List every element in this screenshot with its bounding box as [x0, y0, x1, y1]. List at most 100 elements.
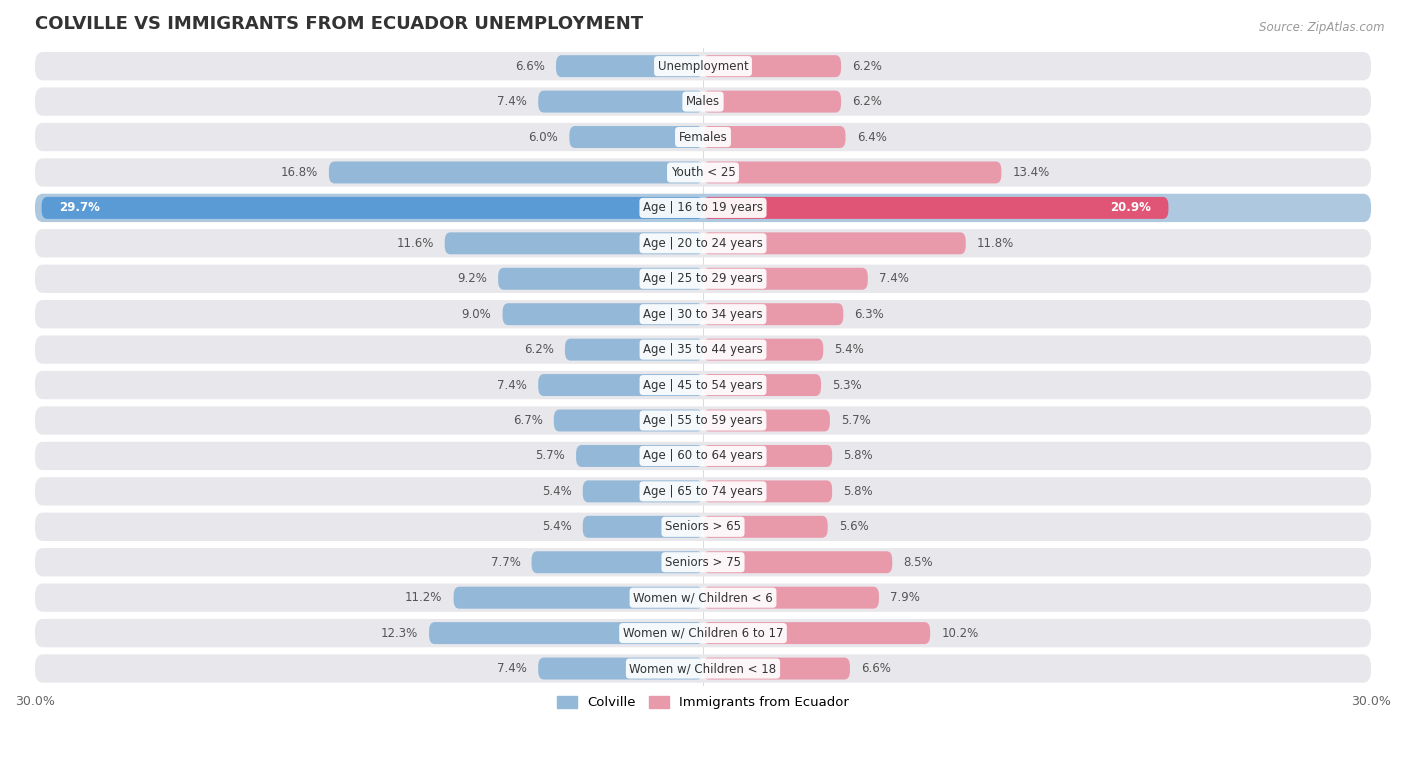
- FancyBboxPatch shape: [569, 126, 703, 148]
- Text: Age | 65 to 74 years: Age | 65 to 74 years: [643, 485, 763, 498]
- Legend: Colville, Immigrants from Ecuador: Colville, Immigrants from Ecuador: [551, 690, 855, 715]
- Text: 9.2%: 9.2%: [457, 273, 486, 285]
- Text: 5.3%: 5.3%: [832, 378, 862, 391]
- Text: 5.7%: 5.7%: [536, 450, 565, 463]
- Text: 7.9%: 7.9%: [890, 591, 920, 604]
- Text: Females: Females: [679, 130, 727, 144]
- FancyBboxPatch shape: [703, 374, 821, 396]
- FancyBboxPatch shape: [35, 442, 1371, 470]
- FancyBboxPatch shape: [538, 374, 703, 396]
- FancyBboxPatch shape: [703, 161, 1001, 183]
- FancyBboxPatch shape: [703, 551, 893, 573]
- Text: 5.6%: 5.6%: [839, 520, 869, 533]
- FancyBboxPatch shape: [554, 410, 703, 431]
- Text: 6.4%: 6.4%: [856, 130, 887, 144]
- FancyBboxPatch shape: [35, 654, 1371, 683]
- Text: Women w/ Children < 18: Women w/ Children < 18: [630, 662, 776, 675]
- FancyBboxPatch shape: [35, 584, 1371, 612]
- FancyBboxPatch shape: [576, 445, 703, 467]
- FancyBboxPatch shape: [703, 55, 841, 77]
- FancyBboxPatch shape: [703, 658, 851, 680]
- Text: 11.2%: 11.2%: [405, 591, 443, 604]
- FancyBboxPatch shape: [703, 126, 845, 148]
- Text: Males: Males: [686, 95, 720, 108]
- FancyBboxPatch shape: [531, 551, 703, 573]
- FancyBboxPatch shape: [454, 587, 703, 609]
- FancyBboxPatch shape: [703, 516, 828, 537]
- Text: Age | 30 to 34 years: Age | 30 to 34 years: [643, 307, 763, 321]
- FancyBboxPatch shape: [35, 300, 1371, 329]
- Text: Age | 35 to 44 years: Age | 35 to 44 years: [643, 343, 763, 356]
- Text: 6.3%: 6.3%: [855, 307, 884, 321]
- Text: Age | 16 to 19 years: Age | 16 to 19 years: [643, 201, 763, 214]
- FancyBboxPatch shape: [703, 410, 830, 431]
- Text: 7.4%: 7.4%: [498, 95, 527, 108]
- FancyBboxPatch shape: [35, 548, 1371, 576]
- Text: 16.8%: 16.8%: [281, 166, 318, 179]
- FancyBboxPatch shape: [35, 477, 1371, 506]
- Text: Women w/ Children 6 to 17: Women w/ Children 6 to 17: [623, 627, 783, 640]
- FancyBboxPatch shape: [35, 512, 1371, 541]
- Text: 5.4%: 5.4%: [541, 485, 572, 498]
- Text: 7.4%: 7.4%: [498, 662, 527, 675]
- Text: Age | 20 to 24 years: Age | 20 to 24 years: [643, 237, 763, 250]
- FancyBboxPatch shape: [555, 55, 703, 77]
- FancyBboxPatch shape: [502, 304, 703, 326]
- Text: Seniors > 65: Seniors > 65: [665, 520, 741, 533]
- Text: 6.2%: 6.2%: [852, 95, 882, 108]
- Text: 8.5%: 8.5%: [904, 556, 934, 569]
- Text: Youth < 25: Youth < 25: [671, 166, 735, 179]
- FancyBboxPatch shape: [703, 338, 824, 360]
- Text: 6.7%: 6.7%: [513, 414, 543, 427]
- Text: 5.7%: 5.7%: [841, 414, 870, 427]
- FancyBboxPatch shape: [703, 481, 832, 503]
- FancyBboxPatch shape: [582, 516, 703, 537]
- Text: 29.7%: 29.7%: [59, 201, 100, 214]
- FancyBboxPatch shape: [42, 197, 703, 219]
- Text: Unemployment: Unemployment: [658, 60, 748, 73]
- Text: Source: ZipAtlas.com: Source: ZipAtlas.com: [1260, 21, 1385, 34]
- FancyBboxPatch shape: [35, 619, 1371, 647]
- Text: 5.8%: 5.8%: [844, 485, 873, 498]
- Text: 5.4%: 5.4%: [541, 520, 572, 533]
- FancyBboxPatch shape: [35, 194, 1371, 222]
- Text: 6.0%: 6.0%: [529, 130, 558, 144]
- Text: 7.7%: 7.7%: [491, 556, 520, 569]
- Text: 9.0%: 9.0%: [461, 307, 492, 321]
- FancyBboxPatch shape: [35, 335, 1371, 364]
- FancyBboxPatch shape: [329, 161, 703, 183]
- FancyBboxPatch shape: [35, 52, 1371, 80]
- Text: 6.2%: 6.2%: [852, 60, 882, 73]
- Text: Women w/ Children < 6: Women w/ Children < 6: [633, 591, 773, 604]
- FancyBboxPatch shape: [35, 123, 1371, 151]
- FancyBboxPatch shape: [35, 87, 1371, 116]
- Text: 11.6%: 11.6%: [396, 237, 433, 250]
- Text: Seniors > 75: Seniors > 75: [665, 556, 741, 569]
- Text: 12.3%: 12.3%: [381, 627, 418, 640]
- FancyBboxPatch shape: [429, 622, 703, 644]
- Text: 5.4%: 5.4%: [834, 343, 865, 356]
- FancyBboxPatch shape: [703, 197, 1168, 219]
- FancyBboxPatch shape: [703, 445, 832, 467]
- FancyBboxPatch shape: [538, 91, 703, 113]
- FancyBboxPatch shape: [582, 481, 703, 503]
- FancyBboxPatch shape: [703, 587, 879, 609]
- FancyBboxPatch shape: [703, 304, 844, 326]
- FancyBboxPatch shape: [35, 265, 1371, 293]
- Text: 20.9%: 20.9%: [1109, 201, 1150, 214]
- Text: Age | 45 to 54 years: Age | 45 to 54 years: [643, 378, 763, 391]
- Text: 6.2%: 6.2%: [524, 343, 554, 356]
- FancyBboxPatch shape: [565, 338, 703, 360]
- Text: 7.4%: 7.4%: [498, 378, 527, 391]
- Text: 11.8%: 11.8%: [977, 237, 1014, 250]
- FancyBboxPatch shape: [35, 371, 1371, 399]
- Text: Age | 25 to 29 years: Age | 25 to 29 years: [643, 273, 763, 285]
- Text: 6.6%: 6.6%: [860, 662, 891, 675]
- Text: 10.2%: 10.2%: [941, 627, 979, 640]
- FancyBboxPatch shape: [35, 229, 1371, 257]
- FancyBboxPatch shape: [538, 658, 703, 680]
- FancyBboxPatch shape: [703, 232, 966, 254]
- FancyBboxPatch shape: [444, 232, 703, 254]
- FancyBboxPatch shape: [35, 158, 1371, 187]
- Text: 7.4%: 7.4%: [879, 273, 908, 285]
